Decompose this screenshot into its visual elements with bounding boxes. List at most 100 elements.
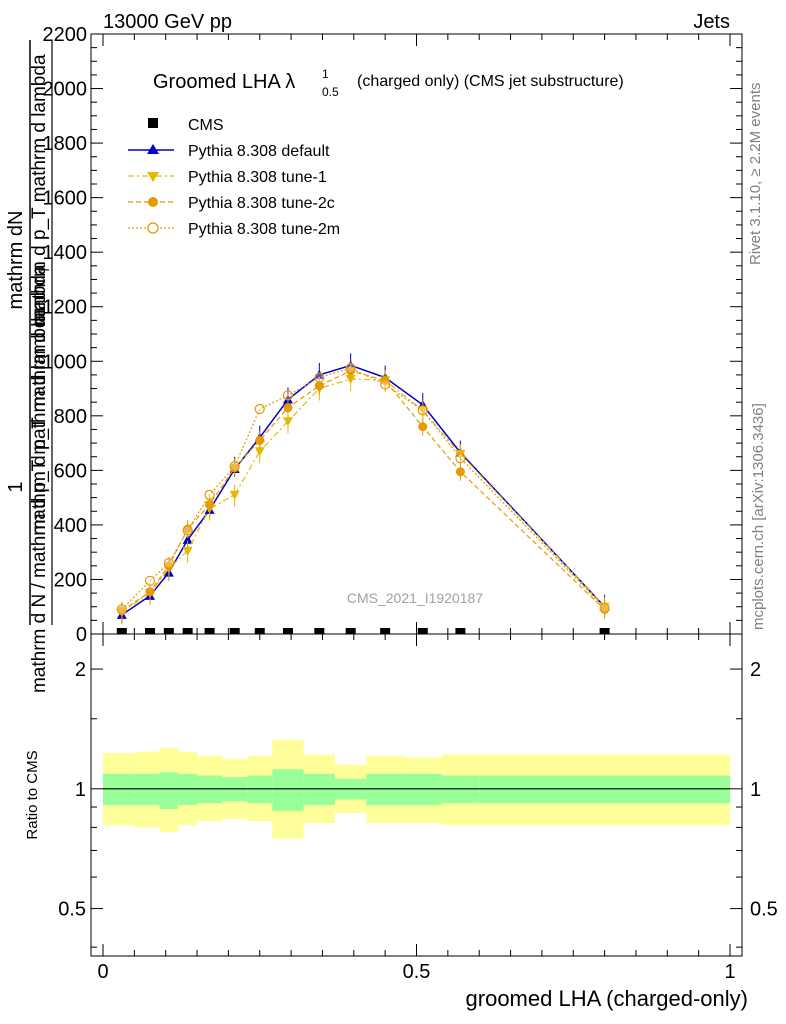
ratio-y-tick-label-right: 1 <box>750 779 761 801</box>
legend-item-tune-1: Pythia 8.308 tune-1 <box>128 169 327 186</box>
data-point-tune-2m <box>254 403 265 415</box>
x-tick-label: 0.5 <box>403 961 431 983</box>
y-tick-label: 600 <box>54 460 87 482</box>
ratio-bands-layer <box>103 739 730 839</box>
legend: CMS Pythia 8.308 default Pythia 8.308 tu… <box>128 117 340 238</box>
legend-label-cms: CMS <box>188 117 224 134</box>
plot-title-subscript: 0.5 <box>322 85 339 99</box>
plot-title-superscript: 1 <box>322 67 329 81</box>
data-point-tune-2m <box>314 372 325 383</box>
data-point-cms <box>282 628 293 634</box>
ratio-band-stat <box>178 773 198 806</box>
legend-item-tune-2m: Pythia 8.308 tune-2m <box>128 221 340 238</box>
legend-marker-default <box>147 144 159 154</box>
data-point-cms <box>314 628 325 634</box>
data-point-cms <box>455 628 466 634</box>
y-tick-label: 400 <box>54 515 87 537</box>
data-point-cms <box>163 628 174 634</box>
data-point-tune-2c <box>164 561 174 571</box>
y-tick-label: 200 <box>54 569 87 591</box>
data-point-cms <box>599 628 610 634</box>
data-point-tune-2m <box>380 379 391 390</box>
ratio-y-tick-label: 0.5 <box>58 899 86 921</box>
ratio-axes: 0.5 0.5 1 1 2 2 0 0.5 1 <box>58 634 778 983</box>
legend-item-cms: CMS <box>148 117 224 134</box>
y-tick-label: 1600 <box>43 188 88 210</box>
x-tick-label: 0 <box>97 961 108 983</box>
y-tick-label: 2000 <box>43 79 88 101</box>
data-point-tune-1 <box>254 447 265 457</box>
data-point-tune-2m <box>144 575 156 586</box>
data-point-tune-2m <box>455 452 466 464</box>
data-point-tune-2c <box>455 467 465 477</box>
data-point-tune-2c <box>418 422 428 432</box>
ratio-band-stat <box>134 773 160 806</box>
data-point-cms <box>204 628 215 634</box>
series-line-2 <box>121 378 606 613</box>
data-point-cms <box>229 628 240 634</box>
y-tick-label: 800 <box>54 406 87 428</box>
legend-label-tune-1: Pythia 8.308 tune-1 <box>188 169 327 186</box>
data-point-default <box>182 534 193 544</box>
x-axis-label: groomed LHA (charged-only) <box>466 986 748 1011</box>
ratio-band-stat <box>303 773 335 806</box>
data-point-tune-2m <box>345 362 356 374</box>
ylabel-one: 1 <box>5 481 27 492</box>
data-point-tune-2m <box>182 525 193 536</box>
data-point-tune-2c <box>314 381 324 391</box>
data-point-cms <box>145 628 156 634</box>
data-point-cms <box>254 628 265 634</box>
ylabel-subscript: T <box>38 266 52 274</box>
data-point-tune-1 <box>182 546 193 556</box>
data-point-tune-2m <box>163 557 174 569</box>
data-point-tune-2m <box>204 489 215 501</box>
y-tick-label: 1400 <box>43 242 88 264</box>
y-tick-label: 1200 <box>43 297 88 319</box>
y-tick-label: 1000 <box>43 351 88 373</box>
data-point-tune-2m <box>282 390 294 401</box>
y-tick-label: 0 <box>76 624 87 646</box>
data-point-tune-2c <box>145 587 155 597</box>
series-line-3 <box>121 370 606 612</box>
data-point-tune-1 <box>282 417 293 427</box>
series-line-1 <box>121 364 606 616</box>
ratio-y-tick-label: 1 <box>75 779 86 801</box>
rivet-label: Rivet 3.1.10, ≥ 2.2M events <box>747 83 764 266</box>
ratio-band-stat <box>403 773 442 806</box>
data-point-cms <box>345 628 356 634</box>
data-point-tune-2m <box>116 604 127 615</box>
legend-label-tune-2c: Pythia 8.308 tune-2c <box>188 195 335 212</box>
data-point-tune-1 <box>229 490 240 500</box>
data-point-tune-1 <box>417 406 428 416</box>
header-right: Jets <box>693 11 730 33</box>
data-point-tune-2m <box>417 405 428 416</box>
ylabel-denominator-mid: mathrm d p_T mathrm d lambda <box>29 264 50 535</box>
data-point-cms <box>116 628 127 634</box>
data-point-tune-2m <box>599 602 610 614</box>
data-point-tune-2c <box>283 403 293 413</box>
mcplots-label: mcplots.cern.ch [arXiv:1306.3436] <box>750 403 767 630</box>
legend-marker-cms <box>148 118 158 128</box>
plot-title: Groomed LHA λ <box>153 71 295 93</box>
data-point-tune-2c <box>205 499 215 509</box>
data-point-tune-1 <box>455 450 466 459</box>
ratio-band-stat <box>366 773 404 806</box>
data-point-cms <box>380 628 391 634</box>
ylabel-numerator: mathrm dN <box>5 211 27 310</box>
main-axes: 0 200 400 600 800 1000 1200 1400 1600 1800 2000 220… <box>43 24 742 646</box>
legend-label-tune-2m: Pythia 8.308 tune-2m <box>188 221 340 238</box>
ratio-band-stat <box>103 773 135 806</box>
legend-item-tune-2c: Pythia 8.308 tune-2c <box>128 195 335 212</box>
ratio-band-stat <box>159 772 179 809</box>
main-series-layer <box>116 353 610 634</box>
ylabel-bottom: mathrm d N / mathrm d p_T mathrm d lambd… <box>29 307 50 694</box>
legend-item-default: Pythia 8.308 default <box>128 143 330 160</box>
y-tick-label: 2200 <box>43 24 88 46</box>
ratio-band-stat <box>272 769 304 811</box>
legend-marker-tune-2c <box>148 197 158 207</box>
ylabel-denominator-top: mathrm d p_T mathrm d lambda <box>29 54 50 325</box>
legend-marker-tune-1 <box>147 172 159 182</box>
ratio-y-tick-label: 2 <box>75 659 86 681</box>
header-left: 13000 GeV pp <box>103 11 232 33</box>
